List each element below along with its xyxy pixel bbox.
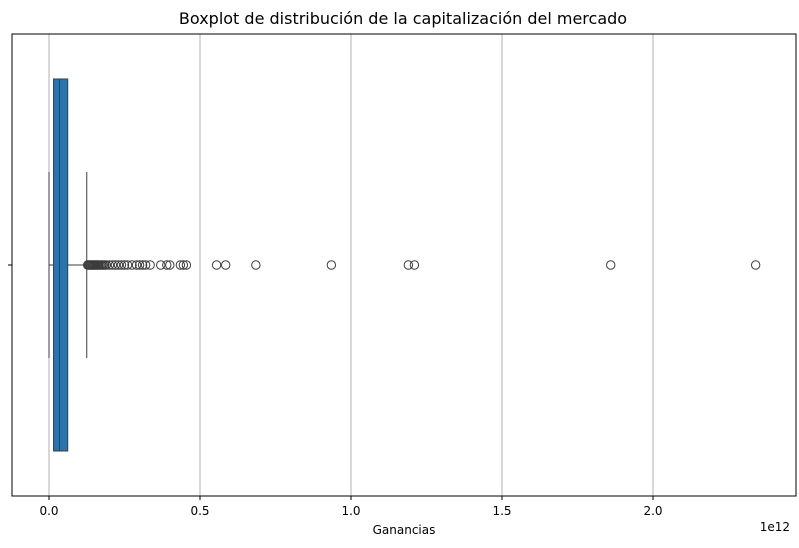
chart-title: Boxplot de distribución de la capitaliza… (179, 9, 627, 28)
outlier-point (113, 260, 124, 270)
outlier-point (145, 260, 155, 270)
outlier-point (104, 260, 115, 270)
outlier-points (82, 260, 761, 270)
box-group (48, 78, 88, 452)
x-tick-label: 2.0 (643, 504, 662, 518)
x-tick-label: 1.0 (341, 504, 360, 518)
x-tick-label: 1.5 (492, 504, 511, 518)
outlier-point (131, 260, 142, 270)
outlier-point (156, 260, 166, 270)
outlier-point (178, 260, 189, 270)
outlier-point (101, 260, 112, 270)
outlier-point (107, 260, 118, 270)
outlier-point (140, 260, 151, 270)
x-axis-offset-label: 1e12 (760, 520, 790, 534)
outlier-point (116, 260, 127, 270)
x-axis-label: Ganancias (373, 523, 436, 537)
outlier-point (134, 260, 145, 270)
outlier-point (165, 260, 175, 270)
outlier-point (122, 260, 133, 270)
outlier-point (110, 260, 121, 270)
outlier-point (409, 260, 420, 270)
x-tick-label: 0.5 (190, 504, 209, 518)
iqr-box (53, 78, 69, 452)
outlier-point (127, 260, 137, 270)
outlier-point (162, 260, 172, 270)
outlier-point (220, 260, 231, 270)
outlier-point (606, 260, 616, 270)
outlier-point (326, 260, 337, 270)
outlier-point (211, 260, 222, 270)
outlier-point (119, 260, 130, 270)
outlier-point (181, 260, 192, 270)
x-gridlines (48, 34, 654, 496)
outlier-point (251, 260, 261, 270)
x-tick-label: 0.0 (39, 504, 58, 518)
outlier-point (403, 260, 414, 270)
outlier-point (175, 260, 186, 270)
outlier-point (137, 260, 148, 270)
x-axis-ticks: 0.0 0.5 1.0 1.5 2.0 (39, 496, 663, 518)
outlier-point (750, 260, 761, 270)
